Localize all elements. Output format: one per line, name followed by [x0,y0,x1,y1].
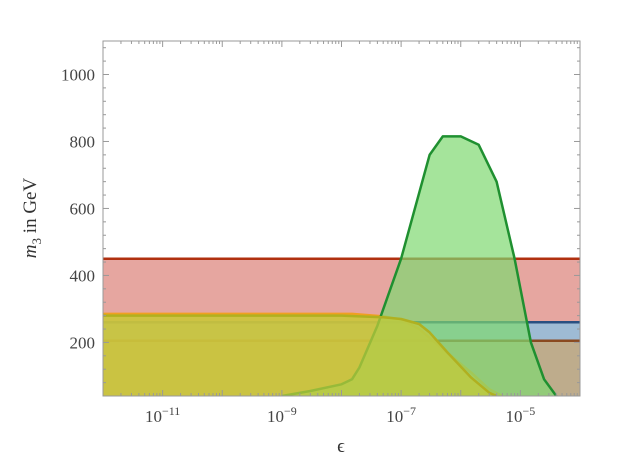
region-6-area [103,315,497,396]
y-axis-label: m3 in GeV [20,178,44,259]
region-5-area [281,136,557,396]
y-axis-label-subscript: 3 [29,238,44,245]
x-tick-label: 10−5 [505,404,535,426]
x-axis-label: ϵ [337,436,345,457]
x-tick-label: 10−11 [145,404,180,426]
y-axis-label-rest: in GeV [20,178,41,238]
y-tick-label: 200 [70,333,96,352]
y-tick-label: 400 [70,266,96,285]
y-tick-label: 800 [70,132,96,151]
y-axis-label-symbol: m [20,244,41,258]
axis-tick-labels: 10−11 10−9 10−7 10−5 200 400 600 800 1000 [61,65,535,426]
exclusion-regions [103,135,580,396]
axis-ticks [102,41,581,397]
x-tick-label: 10−7 [386,404,416,426]
region-6-boundary [103,314,498,396]
y-tick-label: 600 [70,199,96,218]
x-tick-label: 10−9 [267,404,297,426]
y-tick-label: 1000 [61,65,95,84]
